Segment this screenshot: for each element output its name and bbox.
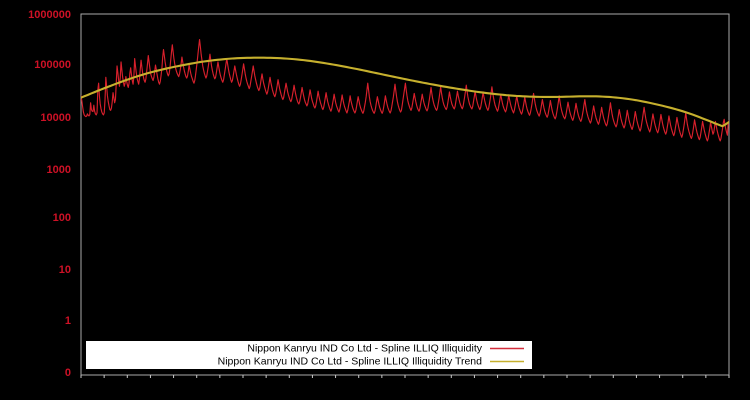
- y-axis-label: 0: [65, 367, 71, 379]
- legend-background: [86, 341, 532, 369]
- series-illiquidity-line: [81, 38, 729, 142]
- y-axis-label: 1000: [47, 164, 71, 176]
- x-axis-ticks: [80, 375, 730, 378]
- data-series-group: [81, 38, 729, 142]
- series-trend-line: [81, 56, 729, 128]
- legend-entry-label[interactable]: Nippon Kanryu IND Co Ltd - Spline ILLIQ …: [218, 355, 483, 367]
- y-axis-label: 100: [53, 212, 71, 224]
- chart-legend[interactable]: Nippon Kanryu IND Co Ltd - Spline ILLIQ …: [86, 341, 532, 369]
- y-axis-label: 10000: [40, 112, 71, 124]
- y-axis-label: 1: [65, 315, 71, 327]
- y-axis-label: 100000: [34, 59, 71, 71]
- y-axis-label: 10: [59, 264, 71, 276]
- legend-entry-label[interactable]: Nippon Kanryu IND Co Ltd - Spline ILLIQ …: [247, 342, 482, 354]
- y-axis-label: 1000000: [28, 9, 71, 21]
